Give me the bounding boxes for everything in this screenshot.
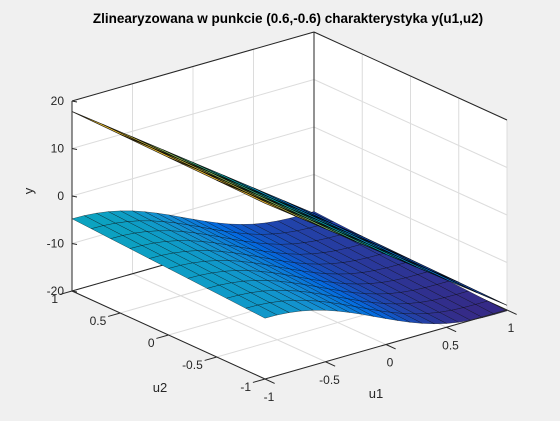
axis-edge	[313, 31, 508, 121]
x-tick-mark	[325, 361, 336, 367]
y-tick-label: -1	[240, 380, 251, 394]
x-tick-label: -1	[264, 390, 275, 404]
y-tick-mark	[156, 334, 169, 339]
plane-facet	[216, 179, 296, 217]
y-tick-mark	[204, 356, 217, 361]
z-tick-mark	[71, 100, 78, 103]
x-tick-mark	[446, 326, 457, 333]
y-tick-mark	[252, 378, 266, 383]
z-tick-mark	[71, 290, 78, 293]
y-axis-label: u2	[153, 380, 167, 395]
gridline	[313, 126, 508, 216]
gridline	[313, 79, 508, 168]
z-tick-mark	[71, 148, 78, 150]
x-tick-label: 0.5	[442, 338, 459, 352]
y-tick-mark	[108, 312, 121, 317]
z-tick-mark	[71, 195, 78, 198]
z-tick-mark	[71, 243, 78, 245]
surface-facet	[245, 304, 278, 319]
z-tick-label: -10	[47, 237, 65, 251]
z-tick-label: 10	[51, 142, 65, 156]
z-tick-label: 0	[57, 189, 64, 203]
x-tick-mark	[506, 309, 517, 315]
z-tick-label: 20	[51, 94, 65, 108]
z-tick-label: -20	[47, 284, 65, 298]
x-tick-label: 0	[387, 356, 394, 370]
x-tick-mark	[385, 344, 396, 350]
y-tick-label: -0.5	[182, 358, 203, 372]
x-axis-label: u1	[369, 386, 383, 401]
y-tick-label: 1	[51, 292, 58, 306]
gridline	[71, 126, 315, 197]
x-tick-label: -0.5	[319, 373, 340, 387]
x-tick-label: 1	[508, 321, 515, 335]
z-axis-label: y	[21, 187, 36, 194]
gridline	[313, 174, 508, 263]
y-tick-label: 0.5	[90, 314, 107, 328]
axis-edge	[71, 31, 315, 102]
surface-plot	[71, 111, 508, 324]
y-tick-label: 0	[148, 336, 155, 350]
gridline	[71, 79, 315, 149]
x-tick-mark	[264, 378, 275, 384]
y-tick-mark	[59, 290, 73, 295]
chart-title: Zlinearyzowana w punkcie (0.6,-0.6) char…	[93, 11, 483, 26]
